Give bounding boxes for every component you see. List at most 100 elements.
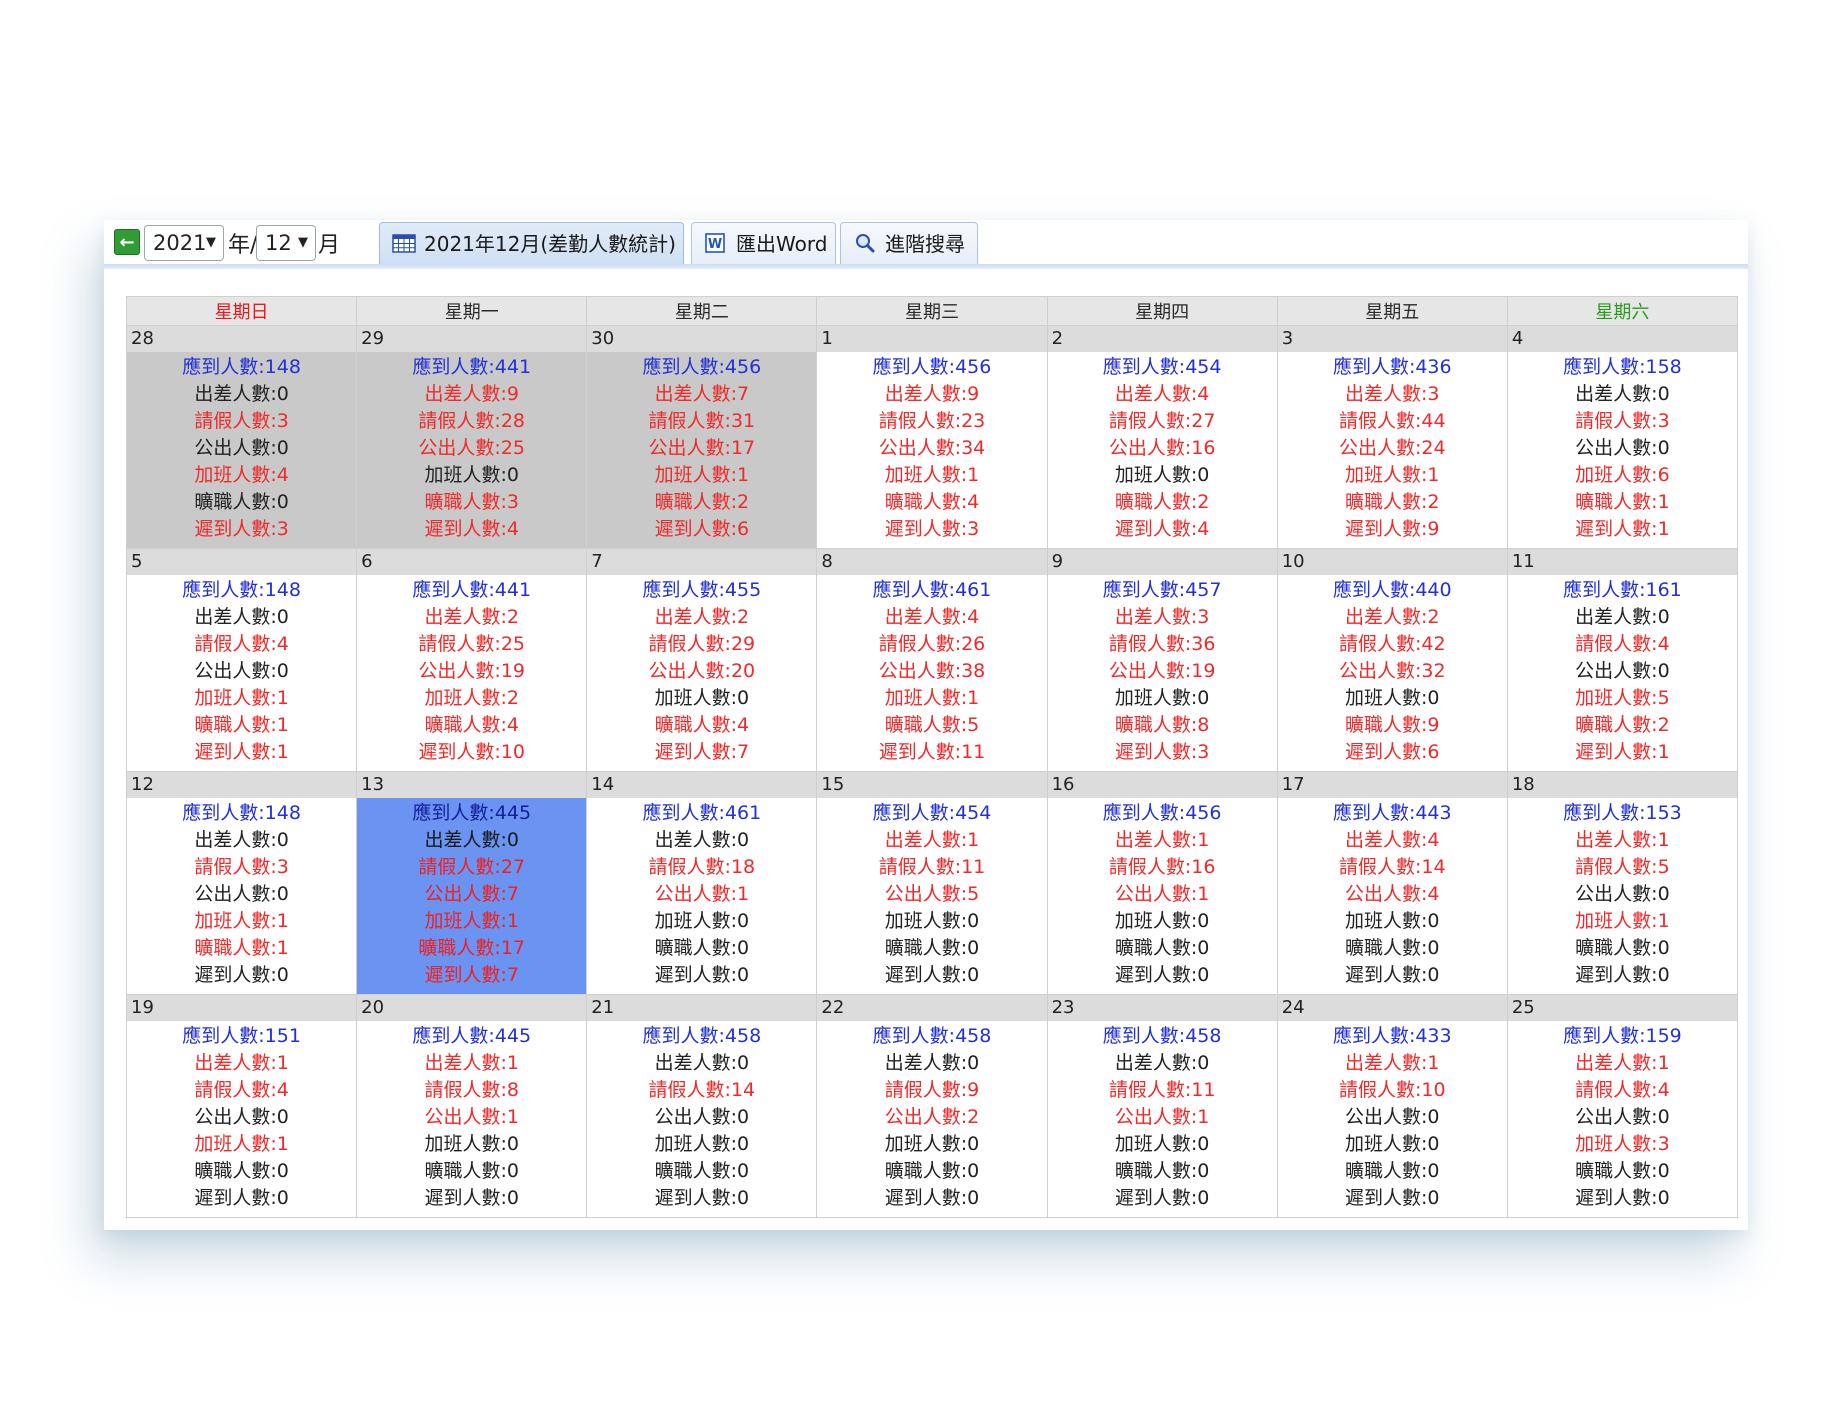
calendar-day-cell[interactable]: 3 應到人數:436 出差人數:3 請假人數:44 公出人數:24 加班人數:1 曠職人數:… xyxy=(1276,325,1508,549)
stat-line[interactable]: 加班人數:0 xyxy=(1048,1131,1277,1158)
calendar-day-cell[interactable]: 16 應到人數:456 出差人數:1 請假人數:16 公出人數:1 加班人數:0 曠職人數:… xyxy=(1046,771,1278,995)
day-stats[interactable]: 應到人數:458 出差人數:0 請假人數:11 公出人數:1 加班人數:0 曠職人數:0 遲… xyxy=(1048,1021,1277,1217)
day-stats[interactable]: 應到人數:456 出差人數:1 請假人數:16 公出人數:1 加班人數:0 曠職人數:0 遲… xyxy=(1048,798,1277,994)
stat-line[interactable]: 應到人數:440 xyxy=(1278,577,1507,604)
stat-line[interactable]: 請假人數:14 xyxy=(587,1077,816,1104)
stat-line[interactable]: 應到人數:461 xyxy=(587,800,816,827)
calendar-day-cell[interactable]: 10 應到人數:440 出差人數:2 請假人數:42 公出人數:32 加班人數:0 曠職人數… xyxy=(1276,548,1508,772)
stat-line[interactable]: 請假人數:42 xyxy=(1278,631,1507,658)
stat-line[interactable]: 出差人數:3 xyxy=(1048,604,1277,631)
day-stats[interactable]: 應到人數:433 出差人數:1 請假人數:10 公出人數:0 加班人數:0 曠職人數:0 遲… xyxy=(1278,1021,1507,1217)
stat-line[interactable]: 應到人數:161 xyxy=(1508,577,1737,604)
calendar-day-cell[interactable]: 17 應到人數:443 出差人數:4 請假人數:14 公出人數:4 加班人數:0 曠職人數:… xyxy=(1276,771,1508,995)
stat-line[interactable]: 應到人數:458 xyxy=(817,1023,1046,1050)
stat-line[interactable]: 加班人數:0 xyxy=(1048,462,1277,489)
stat-line[interactable]: 曠職人數:1 xyxy=(127,935,356,962)
tab-advanced-search[interactable]: 進階搜尋 xyxy=(840,222,978,264)
day-stats[interactable]: 應到人數:454 出差人數:4 請假人數:27 公出人數:16 加班人數:0 曠職人數:2… xyxy=(1048,352,1277,548)
stat-line[interactable]: 請假人數:28 xyxy=(357,408,586,435)
stat-line[interactable]: 公出人數:5 xyxy=(817,881,1046,908)
stat-line[interactable]: 曠職人數:4 xyxy=(587,712,816,739)
calendar-day-cell[interactable]: 12 應到人數:148 出差人數:0 請假人數:3 公出人數:0 加班人數:1 曠職人數:1… xyxy=(125,771,358,995)
stat-line[interactable]: 應到人數:151 xyxy=(127,1023,356,1050)
calendar-day-cell[interactable]: 21 應到人數:458 出差人數:0 請假人數:14 公出人數:0 加班人數:0 曠職人數:… xyxy=(586,994,818,1218)
day-stats[interactable]: 應到人數:461 出差人數:0 請假人數:18 公出人數:1 加班人數:0 曠職人數:0 遲… xyxy=(587,798,816,994)
stat-line[interactable]: 應到人數:458 xyxy=(1048,1023,1277,1050)
stat-line[interactable]: 請假人數:9 xyxy=(817,1077,1046,1104)
stat-line[interactable]: 出差人數:0 xyxy=(357,827,586,854)
stat-line[interactable]: 出差人數:0 xyxy=(587,1050,816,1077)
stat-line[interactable]: 遲到人數:0 xyxy=(127,962,356,989)
stat-line[interactable]: 遲到人數:0 xyxy=(817,1185,1046,1212)
stat-line[interactable]: 公出人數:1 xyxy=(1048,1104,1277,1131)
stat-line[interactable]: 公出人數:2 xyxy=(817,1104,1046,1131)
stat-line[interactable]: 出差人數:0 xyxy=(127,827,356,854)
stat-line[interactable]: 應到人數:454 xyxy=(817,800,1046,827)
stat-line[interactable]: 公出人數:20 xyxy=(587,658,816,685)
stat-line[interactable]: 公出人數:0 xyxy=(127,435,356,462)
stat-line[interactable]: 遲到人數:0 xyxy=(1048,962,1277,989)
stat-line[interactable]: 出差人數:1 xyxy=(127,1050,356,1077)
stat-line[interactable]: 遲到人數:9 xyxy=(1278,516,1507,543)
stat-line[interactable]: 請假人數:5 xyxy=(1508,854,1737,881)
stat-line[interactable]: 出差人數:2 xyxy=(357,604,586,631)
stat-line[interactable]: 請假人數:4 xyxy=(1508,1077,1737,1104)
stat-line[interactable]: 加班人數:4 xyxy=(127,462,356,489)
stat-line[interactable]: 遲到人數:4 xyxy=(1048,516,1277,543)
stat-line[interactable]: 出差人數:4 xyxy=(1278,827,1507,854)
stat-line[interactable]: 公出人數:0 xyxy=(1508,435,1737,462)
stat-line[interactable]: 應到人數:457 xyxy=(1048,577,1277,604)
stat-line[interactable]: 加班人數:1 xyxy=(817,685,1046,712)
tab-monthly-attendance-stats[interactable]: 2021年12月(差勤人數統計) xyxy=(379,222,684,264)
stat-line[interactable]: 遲到人數:6 xyxy=(587,516,816,543)
stat-line[interactable]: 曠職人數:3 xyxy=(357,489,586,516)
day-stats[interactable]: 應到人數:455 出差人數:2 請假人數:29 公出人數:20 加班人數:0 曠職人數:4… xyxy=(587,575,816,771)
day-stats[interactable]: 應到人數:441 出差人數:9 請假人數:28 公出人數:25 加班人數:0 曠職人數:3… xyxy=(357,352,587,548)
day-stats[interactable]: 應到人數:457 出差人數:3 請假人數:36 公出人數:19 加班人數:0 曠職人數:8… xyxy=(1048,575,1277,771)
stat-line[interactable]: 加班人數:0 xyxy=(817,1131,1046,1158)
stat-line[interactable]: 遲到人數:0 xyxy=(127,1185,356,1212)
calendar-day-cell[interactable]: 15 應到人數:454 出差人數:1 請假人數:11 公出人數:5 加班人數:0 曠職人數:… xyxy=(816,771,1048,995)
stat-line[interactable]: 應到人數:433 xyxy=(1278,1023,1507,1050)
stat-line[interactable]: 公出人數:19 xyxy=(357,658,586,685)
stat-line[interactable]: 請假人數:4 xyxy=(127,631,356,658)
stat-line[interactable]: 請假人數:26 xyxy=(817,631,1046,658)
calendar-day-cell[interactable]: 2 應到人數:454 出差人數:4 請假人數:27 公出人數:16 加班人數:0 曠職人數:… xyxy=(1046,325,1278,549)
stat-line[interactable]: 應到人數:436 xyxy=(1278,354,1507,381)
stat-line[interactable]: 公出人數:4 xyxy=(1278,881,1507,908)
stat-line[interactable]: 出差人數:0 xyxy=(817,1050,1046,1077)
stat-line[interactable]: 應到人數:454 xyxy=(1048,354,1277,381)
stat-line[interactable]: 加班人數:1 xyxy=(587,462,816,489)
calendar-day-cell[interactable]: 23 應到人數:458 出差人數:0 請假人數:11 公出人數:1 加班人數:0 曠職人數:… xyxy=(1046,994,1278,1218)
stat-line[interactable]: 出差人數:4 xyxy=(1048,381,1277,408)
stat-line[interactable]: 應到人數:441 xyxy=(357,354,586,381)
stat-line[interactable]: 出差人數:0 xyxy=(587,827,816,854)
stat-line[interactable]: 曠職人數:2 xyxy=(1508,712,1737,739)
stat-line[interactable]: 公出人數:0 xyxy=(127,658,356,685)
stat-line[interactable]: 遲到人數:4 xyxy=(357,516,586,543)
day-stats[interactable]: 應到人數:454 出差人數:1 請假人數:11 公出人數:5 加班人數:0 曠職人數:0 遲… xyxy=(817,798,1046,994)
calendar-day-cell[interactable]: 25 應到人數:159 出差人數:1 請假人數:4 公出人數:0 加班人數:3 曠職人數:0… xyxy=(1506,994,1739,1218)
calendar-day-cell[interactable]: 1 應到人數:456 出差人數:9 請假人數:23 公出人數:34 加班人數:1 曠職人數:… xyxy=(816,325,1048,549)
stat-line[interactable]: 請假人數:4 xyxy=(127,1077,356,1104)
day-stats[interactable]: 應到人數:148 出差人數:0 請假人數:3 公出人數:0 加班人數:1 曠職人數:1 遲到… xyxy=(127,798,356,994)
day-stats[interactable]: 應到人數:153 出差人數:1 請假人數:5 公出人數:0 加班人數:1 曠職人數:0 遲到… xyxy=(1508,798,1737,994)
stat-line[interactable]: 曠職人數:17 xyxy=(357,935,586,962)
stat-line[interactable]: 加班人數:0 xyxy=(357,1131,586,1158)
stat-line[interactable]: 加班人數:1 xyxy=(1278,462,1507,489)
stat-line[interactable]: 出差人數:1 xyxy=(1508,827,1737,854)
stat-line[interactable]: 請假人數:18 xyxy=(587,854,816,881)
calendar-day-cell[interactable]: 13 應到人數:445 出差人數:0 請假人數:27 公出人數:7 加班人數:1 曠職人數:… xyxy=(356,771,588,995)
stat-line[interactable]: 請假人數:10 xyxy=(1278,1077,1507,1104)
stat-line[interactable]: 應到人數:456 xyxy=(1048,800,1277,827)
stat-line[interactable]: 出差人數:0 xyxy=(127,604,356,631)
day-stats[interactable]: 應到人數:148 出差人數:0 請假人數:4 公出人數:0 加班人數:1 曠職人數:1 遲到… xyxy=(127,575,356,771)
stat-line[interactable]: 公出人數:0 xyxy=(1508,658,1737,685)
stat-line[interactable]: 應到人數:458 xyxy=(587,1023,816,1050)
stat-line[interactable]: 出差人數:4 xyxy=(817,604,1046,631)
stat-line[interactable]: 公出人數:16 xyxy=(1048,435,1277,462)
stat-line[interactable]: 曠職人數:0 xyxy=(587,935,816,962)
stat-line[interactable]: 遲到人數:1 xyxy=(127,739,356,766)
stat-line[interactable]: 曠職人數:0 xyxy=(587,1158,816,1185)
stat-line[interactable]: 曠職人數:5 xyxy=(817,712,1046,739)
